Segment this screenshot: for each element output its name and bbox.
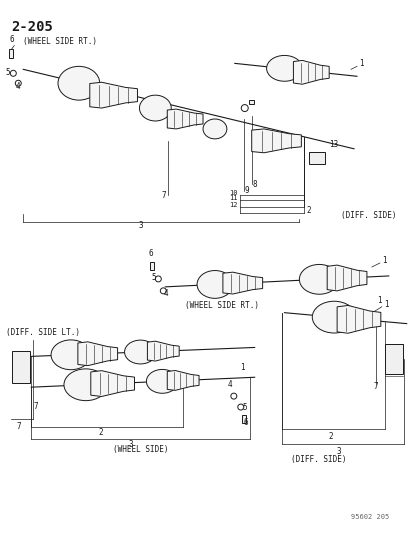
Text: 4: 4 [227, 380, 232, 389]
Text: (WHEEL SIDE RT.): (WHEEL SIDE RT.) [23, 37, 97, 46]
Text: 3: 3 [336, 447, 341, 456]
Text: 10: 10 [229, 190, 237, 197]
Text: 7: 7 [161, 191, 166, 200]
Ellipse shape [51, 340, 90, 370]
Polygon shape [90, 370, 134, 397]
Bar [9, 49, 13, 58]
Bar [150, 262, 154, 270]
Polygon shape [90, 82, 137, 108]
Ellipse shape [124, 340, 156, 364]
Text: 11: 11 [229, 196, 237, 201]
Polygon shape [293, 60, 328, 84]
Text: 2: 2 [306, 206, 310, 215]
Text: 2: 2 [328, 432, 332, 441]
Text: 1: 1 [358, 59, 363, 68]
Text: 2-205: 2-205 [11, 20, 53, 34]
Bar [249, 100, 254, 104]
Text: 1: 1 [383, 300, 387, 309]
Text: (WHEEL SIDE): (WHEEL SIDE) [112, 445, 168, 454]
Text: 1: 1 [381, 256, 385, 265]
Text: 2: 2 [98, 428, 103, 437]
Text: 7: 7 [33, 402, 38, 411]
Text: 5: 5 [151, 273, 156, 282]
Text: (DIFF. SIDE LT.): (DIFF. SIDE LT.) [6, 327, 80, 336]
Text: 7: 7 [17, 422, 21, 431]
Text: 5: 5 [5, 68, 10, 77]
Polygon shape [167, 109, 202, 129]
Text: 6: 6 [148, 249, 153, 258]
Text: 1: 1 [376, 296, 380, 305]
Text: 3: 3 [128, 440, 133, 449]
Polygon shape [251, 129, 301, 153]
Polygon shape [326, 265, 366, 291]
Polygon shape [147, 341, 179, 361]
Text: (DIFF. SIDE): (DIFF. SIDE) [340, 211, 396, 220]
Text: 1: 1 [239, 364, 244, 372]
Ellipse shape [266, 55, 301, 81]
Ellipse shape [202, 119, 226, 139]
Ellipse shape [311, 301, 355, 333]
Text: 9: 9 [244, 187, 249, 196]
Text: 5: 5 [242, 403, 247, 412]
Polygon shape [78, 342, 117, 366]
Text: (WHEEL SIDE RT.): (WHEEL SIDE RT.) [185, 301, 259, 310]
Text: (DIFF. SIDE): (DIFF. SIDE) [291, 455, 346, 464]
Text: 6: 6 [9, 35, 14, 44]
Bar [384, 344, 402, 374]
Text: 13: 13 [328, 140, 337, 149]
Bar [12, 351, 30, 383]
Text: 12: 12 [229, 203, 237, 208]
Text: 4: 4 [15, 82, 20, 91]
Text: 8: 8 [252, 180, 257, 189]
Text: 6: 6 [243, 418, 248, 427]
Text: 3: 3 [138, 221, 142, 230]
Text: 4: 4 [163, 289, 168, 298]
Polygon shape [336, 305, 380, 333]
Polygon shape [222, 272, 262, 294]
Ellipse shape [299, 264, 338, 294]
Text: 95602 205: 95602 205 [350, 514, 388, 520]
Ellipse shape [197, 271, 232, 298]
Text: 7: 7 [373, 382, 377, 391]
Ellipse shape [139, 95, 171, 121]
Bar [309, 152, 325, 164]
Polygon shape [167, 370, 199, 390]
Ellipse shape [58, 66, 100, 100]
Ellipse shape [146, 369, 178, 393]
Bar [241, 415, 245, 423]
Ellipse shape [64, 369, 107, 401]
